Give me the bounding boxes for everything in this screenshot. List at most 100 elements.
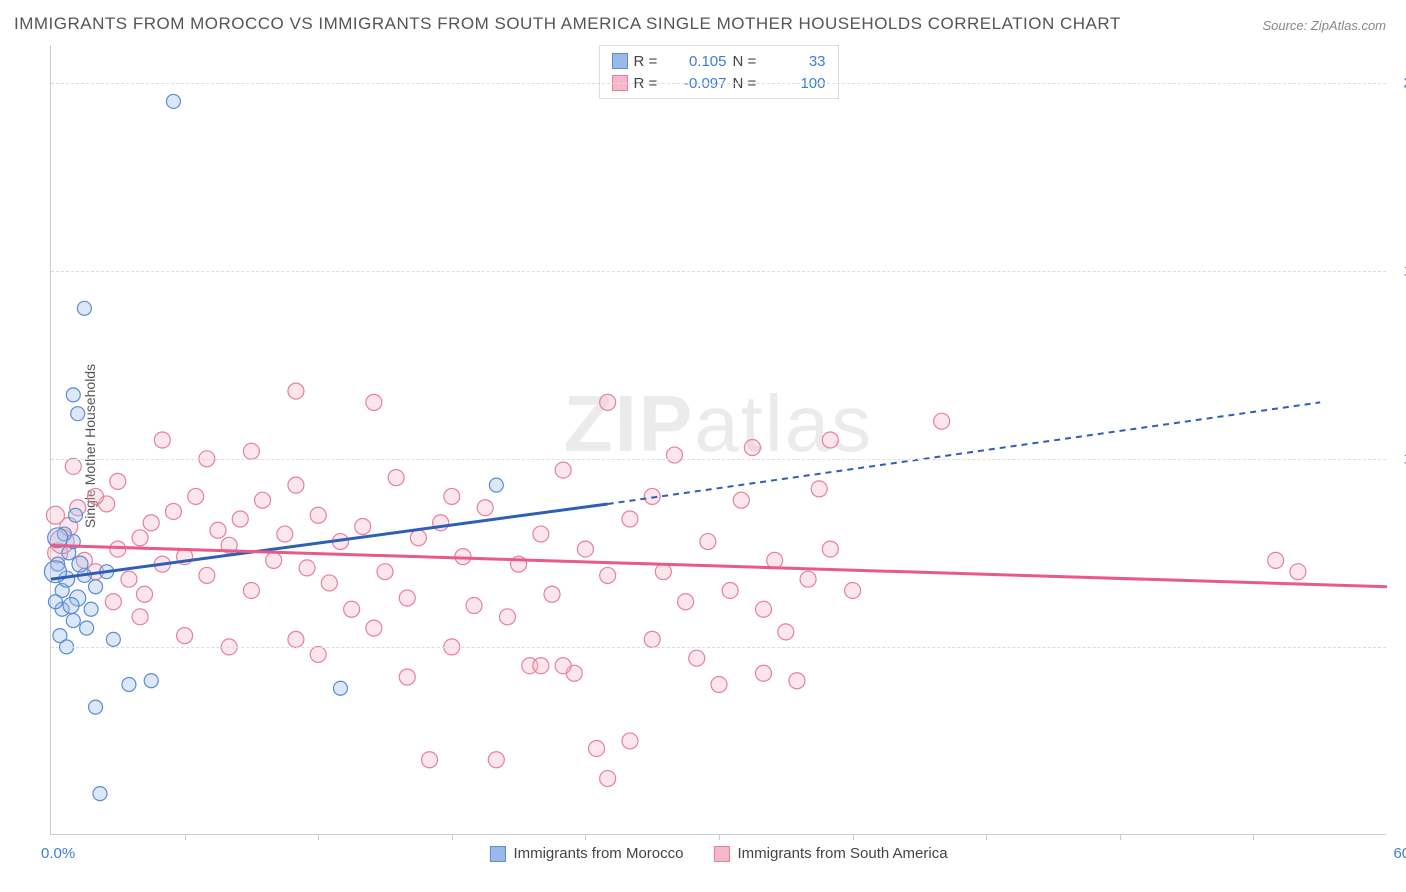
point-morocco (89, 580, 103, 594)
point-morocco (333, 681, 347, 695)
point-south-america (366, 620, 382, 636)
point-morocco (63, 598, 79, 614)
point-south-america (266, 552, 282, 568)
point-morocco (68, 508, 82, 522)
point-south-america (555, 658, 571, 674)
point-south-america (165, 503, 181, 519)
legend-series: Immigrants from Morocco Immigrants from S… (489, 845, 947, 862)
point-south-america (65, 458, 81, 474)
point-south-america (1268, 552, 1284, 568)
point-south-america (822, 432, 838, 448)
point-south-america (756, 665, 772, 681)
point-south-america (288, 631, 304, 647)
point-morocco (106, 632, 120, 646)
point-south-america (399, 669, 415, 685)
x-minor-tick (986, 834, 987, 840)
point-south-america (700, 534, 716, 550)
gridline (51, 459, 1386, 460)
legend-series-label: Immigrants from Morocco (513, 845, 683, 862)
point-south-america (310, 507, 326, 523)
point-south-america (789, 673, 805, 689)
point-south-america (121, 571, 137, 587)
point-south-america (288, 383, 304, 399)
point-morocco (66, 388, 80, 402)
legend-stats: R =0.105N =33R =-0.097N =100 (599, 45, 839, 99)
point-south-america (756, 601, 772, 617)
point-south-america (600, 394, 616, 410)
point-south-america (466, 598, 482, 614)
legend-series-item: Immigrants from South America (713, 845, 947, 862)
point-south-america (299, 560, 315, 576)
gridline (51, 83, 1386, 84)
point-south-america (410, 530, 426, 546)
point-morocco (48, 595, 62, 609)
point-morocco (489, 478, 503, 492)
point-morocco (84, 602, 98, 616)
legend-series-label: Immigrants from South America (737, 845, 947, 862)
source-attribution: Source: ZipAtlas.com (1262, 18, 1386, 33)
x-tick-start: 0.0% (41, 845, 75, 862)
point-south-america (1290, 564, 1306, 580)
point-morocco (122, 678, 136, 692)
point-south-america (589, 740, 605, 756)
point-south-america (499, 609, 515, 625)
point-south-america (243, 582, 259, 598)
legend-series-item: Immigrants from Morocco (489, 845, 683, 862)
point-south-america (577, 541, 593, 557)
x-minor-tick (1120, 834, 1121, 840)
point-south-america (232, 511, 248, 527)
point-south-america (210, 522, 226, 538)
trendline-south-america (51, 545, 1387, 586)
x-minor-tick (452, 834, 453, 840)
point-south-america (678, 594, 694, 610)
point-south-america (811, 481, 827, 497)
x-minor-tick (585, 834, 586, 840)
point-morocco (144, 674, 158, 688)
point-south-america (800, 571, 816, 587)
point-south-america (422, 752, 438, 768)
point-south-america (845, 582, 861, 598)
point-south-america (477, 500, 493, 516)
point-south-america (934, 413, 950, 429)
point-morocco (72, 556, 88, 572)
point-south-america (110, 541, 126, 557)
point-south-america (255, 492, 271, 508)
legend-n-label: N = (733, 53, 765, 70)
legend-r-value: 0.105 (672, 53, 727, 70)
point-south-america (622, 511, 638, 527)
point-south-america (733, 492, 749, 508)
point-south-america (544, 586, 560, 602)
x-minor-tick (318, 834, 319, 840)
gridline (51, 271, 1386, 272)
x-minor-tick (185, 834, 186, 840)
point-south-america (533, 658, 549, 674)
point-morocco (80, 621, 94, 635)
point-south-america (243, 443, 259, 459)
point-south-america (722, 582, 738, 598)
point-morocco (77, 301, 91, 315)
point-south-america (321, 575, 337, 591)
point-south-america (199, 567, 215, 583)
point-south-america (344, 601, 360, 617)
point-south-america (177, 628, 193, 644)
legend-swatch (612, 53, 628, 69)
point-south-america (655, 564, 671, 580)
point-morocco (89, 700, 103, 714)
point-south-america (488, 752, 504, 768)
x-minor-tick (719, 834, 720, 840)
point-south-america (744, 440, 760, 456)
point-south-america (644, 488, 660, 504)
point-south-america (88, 488, 104, 504)
point-south-america (132, 609, 148, 625)
point-south-america (689, 650, 705, 666)
point-south-america (110, 473, 126, 489)
legend-r-label: R = (634, 53, 666, 70)
point-south-america (399, 590, 415, 606)
point-south-america (778, 624, 794, 640)
point-south-america (600, 771, 616, 787)
point-south-america (622, 733, 638, 749)
x-minor-tick (853, 834, 854, 840)
point-south-america (310, 646, 326, 662)
gridline (51, 647, 1386, 648)
point-south-america (377, 564, 393, 580)
